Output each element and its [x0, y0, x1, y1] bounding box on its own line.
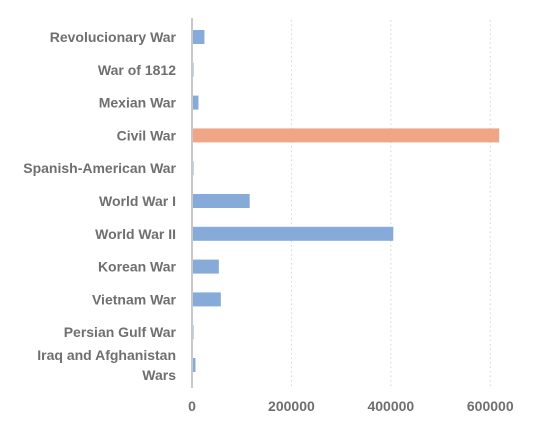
- category-label-7-0: Korean War: [98, 259, 177, 275]
- bars: [192, 30, 500, 372]
- x-tick-label-0: 0: [188, 398, 196, 414]
- x-tick-label-2: 400000: [367, 398, 414, 414]
- x-tick-label-1: 200000: [268, 398, 315, 414]
- bar-7: [192, 259, 219, 274]
- bar-8: [192, 292, 221, 307]
- category-labels: Revolucionary War War of 1812 Mexian War Ci…: [23, 29, 176, 383]
- category-label-9-0: Persian Gulf War: [64, 324, 177, 340]
- bar-2: [192, 95, 199, 110]
- category-label-10-1: Wars: [142, 367, 176, 383]
- category-label-1-0: War of 1812: [98, 62, 176, 78]
- gridlines: [290, 20, 491, 388]
- bar-6: [192, 226, 394, 241]
- category-label-8-0: Vietnam War: [92, 291, 177, 307]
- category-label-5-0: World War I: [99, 193, 176, 209]
- category-label-3-0: Civil War: [117, 127, 177, 143]
- category-label-10-0: Iraq and Afghanistan: [37, 347, 176, 363]
- bar-5: [192, 194, 250, 208]
- bar-3: [192, 128, 500, 143]
- category-label-2-0: Mexian War: [99, 95, 177, 111]
- category-label-4-0: Spanish-American War: [23, 160, 176, 176]
- category-label-6-0: World War II: [95, 226, 176, 242]
- x-tick-label-3: 600000: [467, 398, 514, 414]
- bar-10: [192, 358, 196, 372]
- bar-0: [192, 30, 205, 44]
- x-tick-labels: 0 200000 400000 600000: [188, 398, 514, 414]
- category-label-0-0: Revolucionary War: [50, 29, 177, 45]
